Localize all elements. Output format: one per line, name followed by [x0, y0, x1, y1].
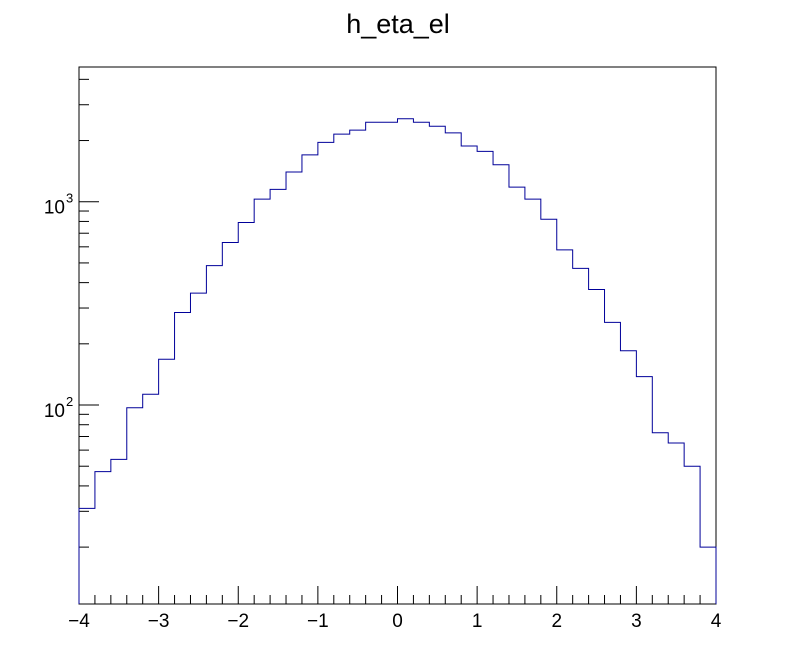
histogram-bin: [398, 119, 414, 604]
histogram-bin: [95, 472, 111, 604]
histogram-bin: [652, 433, 668, 604]
histogram-bin: [700, 547, 716, 604]
y-tick-label: 10 2: [44, 394, 73, 422]
y-tick-label-base: 10: [44, 198, 65, 219]
x-tick-label: −2: [227, 611, 249, 632]
histogram-bin: [382, 122, 398, 604]
histogram-bin: [620, 351, 636, 604]
histogram-bin: [318, 142, 334, 604]
x-tick-label: 4: [711, 611, 722, 632]
histogram-bin: [270, 189, 286, 604]
histogram-bin: [143, 394, 159, 604]
histogram-bin: [334, 134, 350, 604]
y-tick-label: 10 3: [44, 191, 73, 219]
histogram-bin: [350, 130, 366, 604]
x-tick-label: −3: [148, 611, 170, 632]
histogram-bin: [413, 122, 429, 604]
histogram-bin: [525, 199, 541, 604]
histogram-bin: [190, 293, 206, 604]
histogram-bin: [493, 165, 509, 604]
histogram-bin: [636, 377, 652, 604]
histogram-bin: [684, 466, 700, 604]
histogram-bin: [175, 313, 191, 604]
histogram-bin: [79, 508, 95, 604]
histogram-bin: [557, 250, 573, 604]
histogram-bin: [541, 219, 557, 604]
histogram-bin: [605, 322, 621, 604]
x-tick-label: 1: [472, 611, 483, 632]
histogram-bin: [206, 266, 222, 604]
histogram-bin: [573, 268, 589, 604]
histogram-bin: [254, 199, 270, 604]
x-tick-label: −4: [68, 611, 90, 632]
y-tick-label-base: 10: [44, 401, 65, 422]
histogram-bin: [286, 172, 302, 604]
histogram-bin: [159, 359, 175, 604]
axis-ticks: [78, 78, 717, 604]
histogram-bin: [477, 151, 493, 604]
histogram-bin: [366, 122, 382, 604]
x-tick-label: −1: [307, 611, 329, 632]
histogram-bin: [509, 187, 525, 604]
x-tick-labels: −4 −3 −2 −1 0 1 2 3 4: [68, 611, 722, 632]
histogram-bin: [429, 126, 445, 604]
histogram-bin: [127, 408, 143, 604]
x-tick-label: 2: [551, 611, 562, 632]
histogram-bin: [302, 155, 318, 604]
y-tick-label-exponent: 3: [66, 191, 73, 206]
histogram-bin: [238, 223, 254, 604]
histogram-outline: [78, 118, 717, 604]
histogram-bin: [445, 133, 461, 604]
x-tick-label: 0: [392, 611, 403, 632]
histogram-bin: [668, 443, 684, 604]
histogram-bin: [589, 290, 605, 604]
histogram-bin: [111, 459, 127, 604]
y-tick-label-exponent: 2: [66, 394, 73, 409]
x-tick-label: 3: [631, 611, 642, 632]
histogram-bin: [461, 146, 477, 604]
chart-title: h_eta_el: [346, 9, 450, 39]
histogram-bins: [79, 119, 716, 604]
histogram-bin: [222, 243, 238, 604]
